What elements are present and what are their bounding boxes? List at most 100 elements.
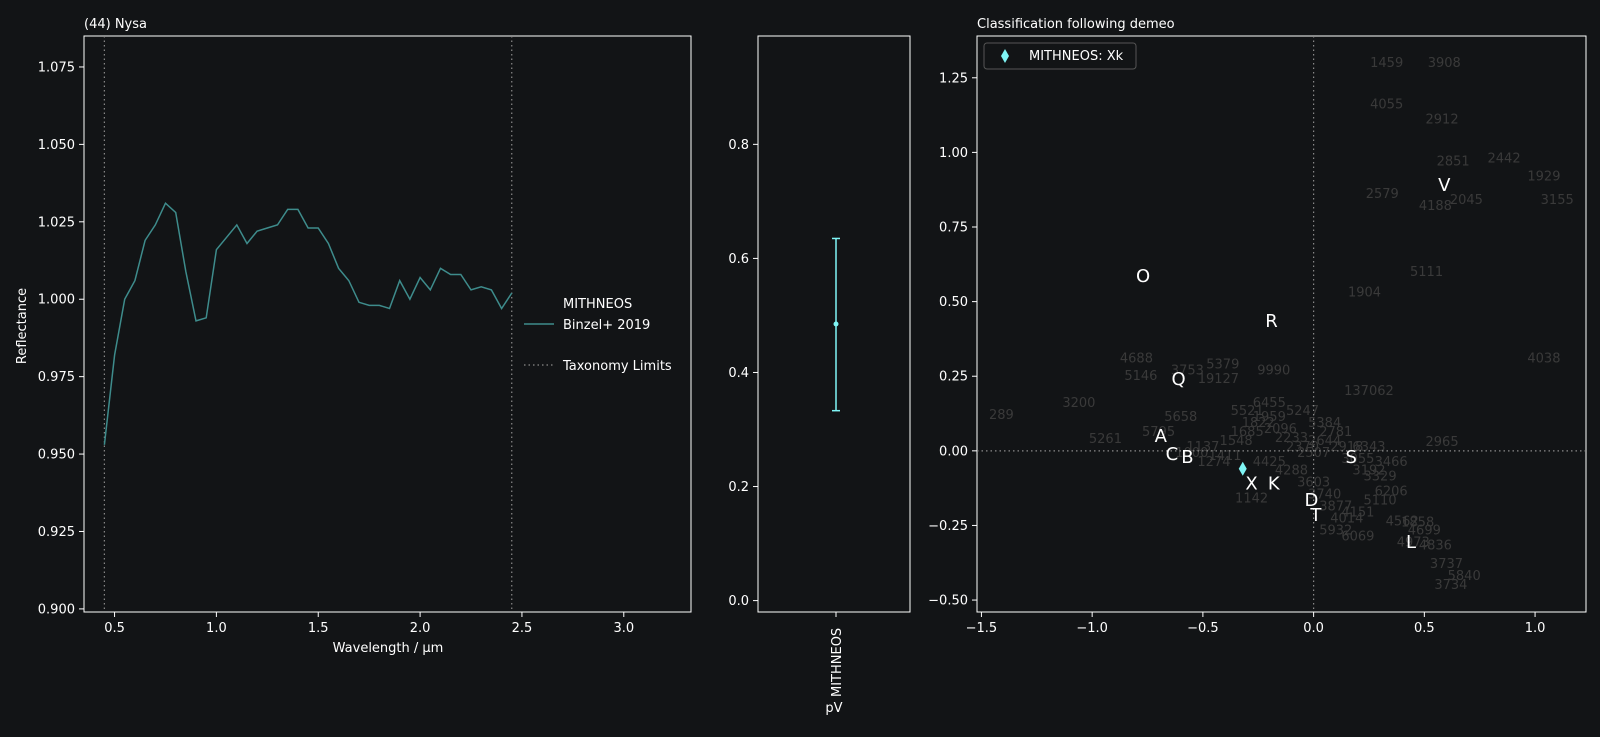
- background-asteroid-label: 5658: [1164, 410, 1197, 425]
- background-asteroid-label: 1274: [1197, 455, 1230, 470]
- background-asteroid-label: 19127: [1198, 372, 1239, 387]
- y-tick-label: 0.00: [939, 444, 968, 459]
- class-label-o: O: [1136, 266, 1150, 287]
- albedo-category-label: MITHNEOS: [830, 628, 845, 697]
- background-asteroid-label: 3734: [1434, 578, 1467, 593]
- class-labels: O R Q AC B X K S DT V L: [1136, 175, 1451, 553]
- spectrum-line: [103, 201, 513, 445]
- class-label-x: X: [1245, 474, 1257, 495]
- background-asteroid-label: 5247: [1286, 404, 1319, 419]
- background-asteroid-label: 9990: [1257, 363, 1290, 378]
- y-tick-label: 1.00: [939, 146, 968, 161]
- spectrum-y-ticks: 0.900 0.925 0.950 0.975 1.000 1.025 1.050 1.075: [38, 60, 84, 617]
- background-asteroid-label: 2965: [1426, 435, 1459, 450]
- x-tick-label: 0.5: [104, 621, 125, 636]
- y-tick-label: 0.900: [38, 602, 75, 617]
- x-tick-label: 2.5: [512, 621, 533, 636]
- x-tick-label: 0.0: [1303, 621, 1324, 636]
- background-asteroid-label: 1685: [1231, 425, 1264, 440]
- background-asteroid-label: 3753: [1171, 363, 1204, 378]
- background-asteroid-label: 3740: [1308, 488, 1341, 503]
- background-asteroid-label: 5110: [1364, 494, 1397, 509]
- background-asteroid-label: 1929: [1527, 169, 1560, 184]
- legend-diamond-marker: [1001, 49, 1009, 63]
- class-label-r: R: [1265, 311, 1278, 332]
- target-point: [1238, 461, 1247, 476]
- background-asteroid-label: 3737: [1430, 557, 1463, 572]
- background-asteroid-label: 4688: [1120, 351, 1153, 366]
- background-asteroid-label: 2781: [1319, 425, 1352, 440]
- background-asteroid-label: 1548: [1220, 434, 1253, 449]
- background-asteroid-label: 1000: [1175, 446, 1208, 461]
- class-label-s: S: [1346, 447, 1357, 468]
- spectrum-x-label: Wavelength / μm: [333, 641, 444, 656]
- y-tick-label: 0.4: [728, 366, 749, 381]
- background-asteroid-label: 3055: [1341, 452, 1374, 467]
- class-label-c: C: [1166, 444, 1179, 465]
- y-tick-label: 0.75: [939, 221, 968, 236]
- x-tick-label: 1.0: [206, 621, 227, 636]
- background-asteroid-label: 2851: [1437, 154, 1470, 169]
- background-asteroid-label: 3192: [1352, 464, 1385, 479]
- background-asteroid-label: 3466: [1375, 455, 1408, 470]
- spectrum-panel: (44) Nysa 0.5 1.0 1.5 2.0 2.5 3.0 0.9000.9250…: [15, 17, 692, 656]
- background-asteroid-label: 3603: [1297, 476, 1330, 491]
- class-label-b: B: [1181, 447, 1193, 468]
- x-tick-label: 0.5: [1414, 621, 1435, 636]
- class-label-a: A: [1155, 426, 1168, 447]
- background-asteroid-label: 5111: [1410, 265, 1443, 280]
- background-asteroid-label: 1459: [1370, 56, 1403, 71]
- background-asteroid-label: 5146: [1124, 369, 1157, 384]
- x-tick-label: 3.0: [613, 621, 634, 636]
- y-tick-label: 0.2: [728, 480, 749, 495]
- background-asteroid-label: 4699: [1408, 523, 1441, 538]
- background-asteroid-label: 2233: [1275, 431, 1308, 446]
- background-asteroid-label: 5932: [1319, 523, 1352, 538]
- y-tick-label: 0.925: [38, 525, 75, 540]
- spectrum-title: (44) Nysa: [84, 17, 147, 32]
- x-tick-label: 2.0: [410, 621, 431, 636]
- background-asteroid-label: 2045: [1450, 193, 1483, 208]
- background-asteroid-label: 3329: [1364, 470, 1397, 485]
- background-asteroid-label: 3200: [1062, 396, 1095, 411]
- taxonomy-limit-lines: [103, 36, 513, 612]
- legend-box: [983, 42, 1137, 70]
- background-asteroid-label: 3877: [1319, 500, 1352, 515]
- class-label-l: L: [1406, 532, 1416, 553]
- background-asteroid-label: 4055: [1370, 98, 1403, 113]
- background-asteroid-label: 4288: [1275, 464, 1308, 479]
- y-tick-label: −0.25: [928, 519, 968, 534]
- legend-series-source: Binzel+ 2019: [563, 318, 650, 333]
- background-asteroid-label: 4836: [1419, 538, 1452, 553]
- background-asteroid-labels: 1000113712741411154816851822195920962233…: [989, 56, 1574, 593]
- spectrum-legend: MITHNEOS Binzel+ 2019 Taxonomy Limits: [524, 297, 672, 374]
- background-asteroid-label: 5261: [1089, 432, 1122, 447]
- y-tick-label: 0.8: [728, 138, 749, 153]
- background-asteroid-label: 4188: [1419, 199, 1452, 214]
- background-asteroid-label: 2912: [1426, 113, 1459, 128]
- class-label-d: D: [1304, 490, 1318, 511]
- background-asteroid-label: 5795: [1142, 425, 1175, 440]
- y-tick-label: 0.50: [939, 295, 968, 310]
- x-tick-label: 1.0: [1525, 621, 1546, 636]
- y-tick-label: 0.6: [728, 252, 749, 267]
- background-asteroid-label: 1904: [1348, 286, 1381, 301]
- background-asteroid-label: 1959: [1253, 410, 1286, 425]
- classification-panel: Classification following demeo 100011371…: [928, 17, 1587, 636]
- class-label-t: T: [1309, 505, 1322, 526]
- background-asteroid-label: 1858: [1401, 515, 1434, 530]
- target-diamond-marker: [1238, 461, 1247, 476]
- background-asteroid-label: 2442: [1488, 151, 1521, 166]
- spectrum-y-label: Reflectance: [15, 288, 30, 364]
- y-tick-label: 0.0: [728, 594, 749, 609]
- background-asteroid-label: 5840: [1448, 569, 1481, 584]
- background-asteroid-label: 2507: [1297, 446, 1330, 461]
- x-tick-label: −1.5: [966, 621, 998, 636]
- background-asteroid-label: 4038: [1527, 351, 1560, 366]
- background-asteroid-label: 6343: [1352, 440, 1385, 455]
- background-asteroid-label: 5379: [1206, 357, 1239, 372]
- background-asteroid-label: 6206: [1375, 485, 1408, 500]
- class-label-q: Q: [1171, 369, 1185, 390]
- y-tick-label: 0.950: [38, 448, 75, 463]
